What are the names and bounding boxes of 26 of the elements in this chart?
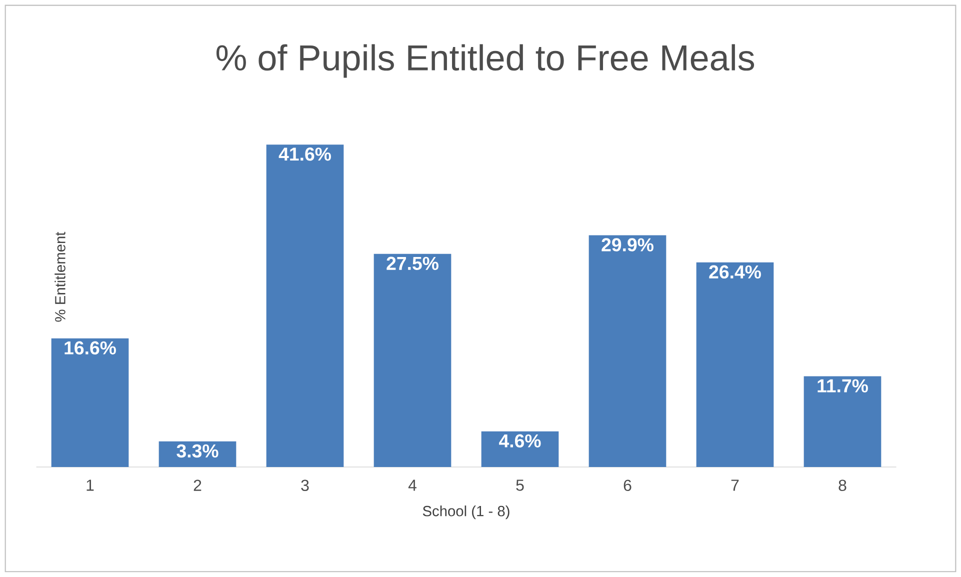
bar (804, 376, 882, 467)
x-tick-label: 8 (838, 480, 846, 492)
y-axis-title: % Entitlement (54, 232, 66, 322)
bar (481, 431, 559, 467)
bar (374, 254, 452, 467)
chart-title: % of Pupils Entitled to Free Meals (216, 44, 754, 78)
x-tick-label: 5 (516, 480, 524, 491)
data-label: 29.9% (602, 238, 654, 252)
x-tick-label: 7 (731, 480, 739, 491)
data-label: 41.6% (278, 148, 331, 161)
x-tick-label: 2 (194, 480, 202, 491)
x-tick-label: 1 (86, 480, 94, 491)
x-tick-label: 4 (408, 480, 416, 491)
bar (51, 338, 129, 467)
bar (696, 262, 774, 467)
data-label: 4.6% (499, 434, 541, 448)
data-label: 16.6% (64, 341, 116, 354)
bar (588, 235, 666, 467)
bar (266, 144, 344, 467)
x-tick-label: 3 (301, 480, 309, 492)
data-label: 26.4% (709, 265, 761, 279)
data-label: 27.5% (386, 256, 438, 270)
data-label: 11.7% (818, 379, 868, 392)
data-label: 3.3% (176, 444, 218, 458)
x-tick-label: 6 (624, 480, 632, 492)
x-axis-title: School (1 - 8) (422, 506, 510, 520)
